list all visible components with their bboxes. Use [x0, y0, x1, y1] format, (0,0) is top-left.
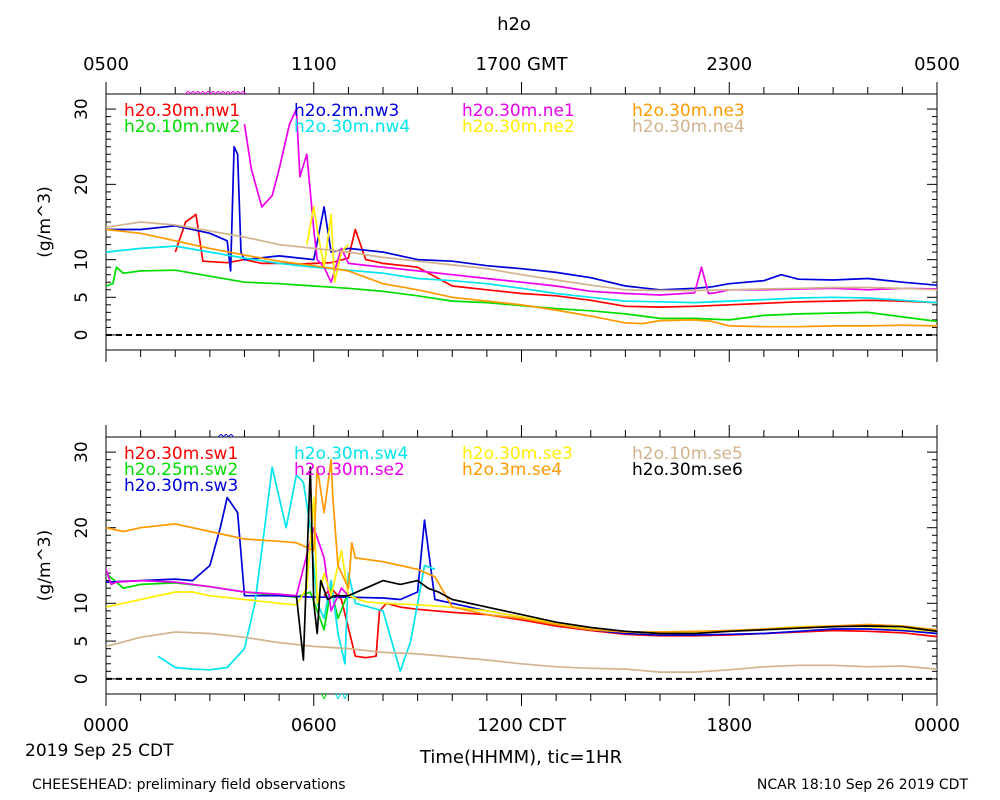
legend-entry: h2o.30m.se6	[632, 460, 743, 480]
series-line-h2o.2m.nw3	[106, 145, 937, 291]
top-axis-tick-label: 0500	[914, 54, 960, 75]
y-axis-label: (g/m^3)	[35, 186, 55, 257]
legend-entry: h2o.10m.se5	[632, 444, 743, 464]
legend-entry: h2o.30m.sw4	[294, 444, 408, 464]
out-of-range-marker: ^	[226, 432, 235, 445]
series-group	[106, 108, 937, 328]
series-line-h2o.10m.se5	[106, 631, 937, 673]
legend-entry: h2o.30m.ne1	[462, 101, 575, 121]
series-group	[106, 458, 937, 673]
legend: h2o.30m.nw1h2o.10m.nw2h2o.2m.nw3h2o.30m.…	[124, 101, 745, 137]
top-axis-tick-label: 1100	[291, 54, 337, 75]
bottom-axis-tick-label: 1800	[706, 715, 752, 736]
y-tick-label: 0	[72, 673, 92, 684]
legend-entry: h2o.30m.sw3	[124, 476, 238, 496]
legend-entry: h2o.3m.se4	[462, 460, 562, 480]
y-tick-label: 5	[72, 636, 92, 647]
bottom-axis-tick-label: 0000	[83, 715, 129, 736]
series-line-h2o.30m.sw1	[323, 587, 937, 659]
series-line-h2o.30m.ne4	[106, 221, 937, 292]
bottom-axis-tick-label: 1200 CDT	[477, 715, 567, 736]
legend-entry: h2o.30m.nw1	[124, 101, 240, 121]
top-axis-tick-label: 2300	[706, 54, 752, 75]
y-tick-label: 0	[72, 330, 92, 341]
y-tick-label: 10	[72, 592, 92, 614]
out-of-range-marker: ^	[216, 432, 225, 445]
y-tick-label: 5	[72, 292, 92, 303]
y-axis-label: (g/m^3)	[35, 530, 55, 601]
out-of-range-marker: ^	[221, 432, 230, 445]
series-line-h2o.30m.ne3	[106, 228, 937, 328]
series-line-h2o.30m.se2	[106, 526, 350, 612]
out-of-range-marker: ^	[193, 89, 202, 102]
panel-bottom: 05102030(g/m^3)h2o.30m.sw1h2o.25m.sw2h2o…	[35, 425, 938, 706]
bottom-axis-labels: 0000 0600 1200 CDT 1800 0000	[83, 715, 960, 736]
bottom-axis-tick-label: 0600	[291, 715, 337, 736]
x-axis-label: Time(HHMM), tic=1HR	[419, 747, 622, 768]
y-tick-label: 10	[72, 249, 92, 271]
legend-entry: h2o.10m.nw2	[124, 117, 240, 137]
out-of-range-marker: ^	[233, 89, 242, 102]
out-of-range-marker: ^	[238, 89, 247, 102]
legend-entry: h2o.2m.nw3	[294, 101, 399, 121]
y-tick-label: 30	[72, 441, 92, 463]
out-of-range-marker: ^	[183, 89, 192, 102]
out-of-range-marker: ^	[188, 89, 197, 102]
top-axis-tick-label: 0500	[83, 54, 129, 75]
series-line-h2o.30m.sw4	[157, 466, 436, 673]
legend-entry: h2o.30m.ne2	[462, 117, 575, 137]
series-line-h2o.30m.ne2	[305, 206, 350, 284]
legend-entry: h2o.30m.se3	[462, 444, 573, 464]
footer-right: NCAR 18:10 Sep 26 2019 CDT	[757, 777, 969, 793]
footer-left: CHEESEHEAD: preliminary field observatio…	[32, 777, 346, 793]
out-of-range-marker: ^	[203, 89, 212, 102]
series-line-h2o.30m.sw3	[106, 496, 937, 636]
out-of-range-marker: ^	[223, 89, 232, 102]
series-line-h2o.10m.nw2	[106, 266, 937, 323]
legend-entry: h2o.30m.sw1	[124, 444, 238, 464]
top-axis-tick-label: 1700 GMT	[475, 54, 568, 75]
legend-entry: h2o.30m.ne4	[632, 117, 745, 137]
y-tick-label: 30	[72, 98, 92, 120]
bottom-axis-tick-label: 0000	[914, 715, 960, 736]
out-of-range-marker: v	[335, 689, 342, 702]
out-of-range-marker: v	[342, 689, 349, 702]
out-of-range-marker: ^	[228, 89, 237, 102]
date-label: 2019 Sep 25 CDT	[25, 741, 174, 761]
top-axis-labels: 0500 1100 1700 GMT 2300 0500	[83, 54, 960, 75]
legend-entry: h2o.25m.sw2	[124, 460, 238, 480]
series-line-h2o.30m.nw4	[106, 245, 937, 304]
chart-title: h2o	[497, 14, 531, 35]
out-of-range-marker: ^	[198, 89, 207, 102]
out-of-range-marker: ^	[213, 89, 222, 102]
legend-entry: h2o.30m.se2	[294, 460, 405, 480]
series-line-h2o.30m.se3	[106, 496, 937, 635]
y-tick-label: 20	[72, 174, 92, 196]
out-of-range-marker: v	[321, 689, 328, 702]
series-line-h2o.25m.sw2	[106, 572, 350, 631]
out-of-range-marker: ^	[208, 89, 217, 102]
legend-entry: h2o.30m.ne3	[632, 101, 745, 121]
out-of-range-marker: ^	[218, 89, 227, 102]
y-tick-label: 20	[72, 517, 92, 539]
series-line-h2o.30m.se6	[295, 466, 937, 661]
legend-entry: h2o.30m.nw4	[294, 117, 410, 137]
